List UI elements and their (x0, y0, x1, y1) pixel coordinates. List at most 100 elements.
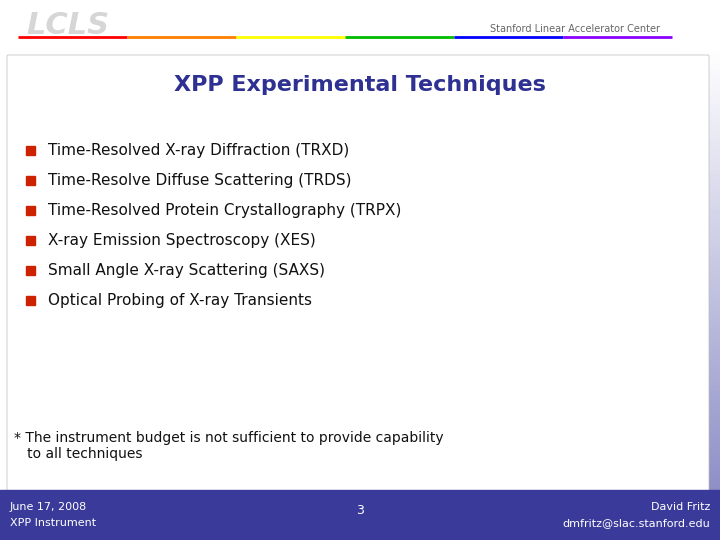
Bar (680, 322, 720, 327)
Bar (680, 340, 720, 345)
Bar (680, 217, 720, 221)
Bar (680, 168, 720, 173)
Bar (680, 252, 720, 257)
Bar (680, 199, 720, 204)
Bar (680, 269, 720, 274)
Bar (680, 384, 720, 389)
Bar (680, 415, 720, 420)
Text: XPP Experimental Techniques: XPP Experimental Techniques (174, 75, 546, 95)
Text: to all techniques: to all techniques (14, 447, 143, 461)
Bar (680, 402, 720, 407)
Bar (680, 239, 720, 244)
Bar (680, 265, 720, 270)
Bar (680, 164, 720, 169)
Text: Optical Probing of X-ray Transients: Optical Probing of X-ray Transients (48, 293, 312, 307)
Bar (680, 428, 720, 433)
Bar (680, 71, 720, 76)
FancyBboxPatch shape (7, 55, 709, 491)
Bar (680, 151, 720, 156)
Bar (680, 278, 720, 283)
Bar (680, 314, 720, 319)
Text: Time-Resolved X-ray Diffraction (TRXD): Time-Resolved X-ray Diffraction (TRXD) (48, 143, 349, 158)
Bar (680, 481, 720, 485)
Bar (680, 133, 720, 138)
Text: Stanford Linear Accelerator Center: Stanford Linear Accelerator Center (490, 24, 660, 34)
Bar (26, 206, 35, 215)
Text: June 17, 2008: June 17, 2008 (10, 502, 87, 512)
Bar (680, 353, 720, 358)
Bar (680, 111, 720, 116)
Bar (680, 406, 720, 411)
Bar (0, 0, 720, 50)
Bar (680, 472, 720, 477)
Bar (680, 362, 720, 367)
Bar (680, 177, 720, 182)
Bar (680, 93, 720, 98)
Bar (680, 124, 720, 129)
Bar (680, 309, 720, 314)
Bar (680, 76, 720, 81)
Bar (680, 256, 720, 261)
Bar (680, 181, 720, 186)
Bar (680, 485, 720, 490)
Bar (680, 393, 720, 397)
Bar (680, 195, 720, 200)
Bar (680, 345, 720, 349)
Bar (680, 98, 720, 103)
Bar (680, 450, 720, 455)
Text: Time-Resolved Protein Crystallography (TRPX): Time-Resolved Protein Crystallography (T… (48, 202, 401, 218)
Bar (680, 335, 720, 340)
Bar (680, 476, 720, 481)
Bar (680, 397, 720, 402)
Bar (680, 80, 720, 85)
Bar (680, 234, 720, 239)
Bar (680, 243, 720, 248)
Bar (680, 107, 720, 112)
Bar (680, 212, 720, 217)
Bar (680, 67, 720, 72)
Bar (680, 366, 720, 371)
Text: dmfritz@slac.stanford.edu: dmfritz@slac.stanford.edu (562, 518, 710, 528)
Bar (680, 85, 720, 90)
Bar (680, 410, 720, 415)
Bar (680, 446, 720, 450)
Bar (680, 146, 720, 151)
Bar (680, 349, 720, 354)
Bar (680, 419, 720, 424)
Bar (680, 370, 720, 376)
Bar (680, 247, 720, 252)
Bar (680, 221, 720, 226)
Bar (680, 190, 720, 195)
Bar (680, 458, 720, 464)
Bar (680, 463, 720, 468)
Bar (680, 58, 720, 63)
Bar (680, 54, 720, 59)
Bar (26, 176, 35, 185)
Bar (680, 318, 720, 323)
Bar (680, 261, 720, 266)
Text: Time-Resolve Diffuse Scattering (TRDS): Time-Resolve Diffuse Scattering (TRDS) (48, 172, 351, 187)
Bar (680, 102, 720, 107)
Bar (680, 441, 720, 446)
Bar (680, 138, 720, 143)
Bar (680, 468, 720, 472)
Text: X-ray Emission Spectroscopy (XES): X-ray Emission Spectroscopy (XES) (48, 233, 316, 247)
Bar (680, 380, 720, 384)
Bar (680, 50, 720, 55)
Bar (26, 296, 35, 305)
Text: Small Angle X-ray Scattering (SAXS): Small Angle X-ray Scattering (SAXS) (48, 262, 325, 278)
Bar (680, 292, 720, 296)
Bar (680, 331, 720, 336)
Text: XPP Instrument: XPP Instrument (10, 518, 96, 528)
Text: * The instrument budget is not sufficient to provide capability: * The instrument budget is not sufficien… (14, 431, 444, 445)
Bar (680, 300, 720, 305)
Bar (680, 159, 720, 164)
Text: 3: 3 (356, 503, 364, 516)
Bar (680, 327, 720, 332)
Bar (680, 155, 720, 160)
Bar (680, 63, 720, 68)
Bar (680, 204, 720, 208)
Bar (680, 388, 720, 393)
Bar (680, 129, 720, 133)
Bar (680, 375, 720, 380)
